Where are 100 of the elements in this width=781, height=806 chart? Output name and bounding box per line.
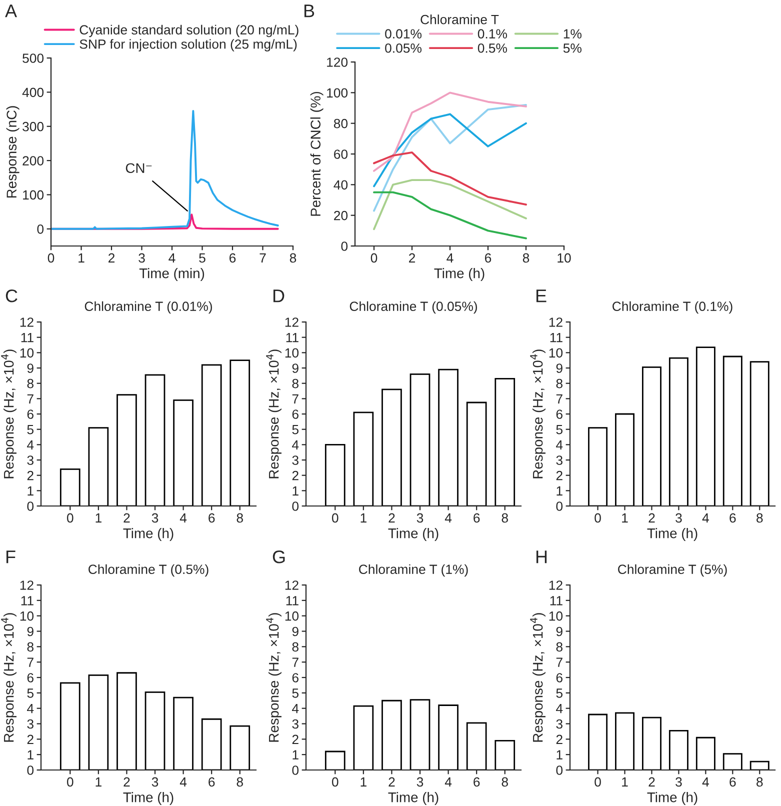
bar <box>353 705 374 770</box>
x-tick-label: 2 <box>648 777 655 787</box>
y-tick-label: 9 <box>292 364 298 373</box>
bar <box>60 682 80 770</box>
y-tick-label: 500 <box>22 54 44 63</box>
x-tick-label: 6 <box>730 513 736 523</box>
y-tick-label: 7 <box>556 394 562 404</box>
line-series <box>373 113 527 188</box>
y-tick-label: 3 <box>27 456 34 465</box>
y-tick-label: 200 <box>22 156 44 166</box>
y-tick-label: 3 <box>27 719 34 729</box>
y-axis-title: Response (Hz, ×10$^{4}$) <box>266 613 282 742</box>
x-tick-label: 1 <box>78 253 84 263</box>
legend-label: 0.05% <box>385 43 422 53</box>
bar <box>588 427 608 506</box>
y-tick-label: 10 <box>285 611 299 621</box>
y-tick-label: 60 <box>334 150 348 159</box>
bar <box>88 427 109 506</box>
bar <box>438 704 458 770</box>
line-series <box>373 191 527 240</box>
x-tick-label: 4 <box>180 777 187 787</box>
y-tick-label: 0 <box>556 502 563 511</box>
y-tick-label: 2 <box>556 470 562 480</box>
bar <box>382 700 402 770</box>
y-tick-label: 1 <box>292 750 298 760</box>
bar <box>696 736 716 770</box>
y-tick-label: 3 <box>292 456 298 465</box>
x-tick-label: 2 <box>108 253 115 263</box>
bar <box>60 468 80 506</box>
y-tick-label: 3 <box>556 719 562 729</box>
bar <box>696 346 716 506</box>
bar <box>494 740 516 770</box>
y-tick-label: 9 <box>556 364 562 373</box>
x-axis-title: Time (h) <box>388 792 438 805</box>
y-tick-label: 100 <box>327 88 348 98</box>
bar <box>382 388 402 506</box>
y-tick-label: 40 <box>334 180 348 190</box>
bar <box>494 378 516 506</box>
y-tick-label: 9 <box>556 626 562 636</box>
x-tick-label: 3 <box>676 777 682 787</box>
y-tick-label: 300 <box>22 122 44 132</box>
text: E <box>536 290 546 302</box>
bar <box>88 674 109 770</box>
y-tick-label: 12 <box>285 318 298 327</box>
y-tick-label: 0 <box>37 224 44 234</box>
bar <box>750 361 770 506</box>
y-tick-label: 1 <box>292 486 298 496</box>
x-tick-label: 2 <box>124 777 130 787</box>
y-tick-label: 7 <box>556 658 562 667</box>
y-tick-label: 8 <box>292 378 298 388</box>
y-tick-label: 120 <box>327 58 348 67</box>
bar <box>173 696 194 770</box>
y-tick-label: 5 <box>556 688 563 698</box>
x-tick-label: 2 <box>124 513 130 523</box>
x-tick-label: 2 <box>408 253 416 263</box>
y-tick-label: 10 <box>549 611 563 621</box>
x-tick-label: 0 <box>370 253 378 263</box>
x-axis-title: Time (min) <box>139 268 204 281</box>
chart-title: Chloramine T (1%) <box>359 564 468 577</box>
bar <box>324 444 346 506</box>
y-axis-title: Percent of CNCl (%) <box>310 92 324 216</box>
bar <box>410 373 430 506</box>
y-tick-label: 4 <box>27 704 34 714</box>
x-tick-label: 1 <box>360 513 366 523</box>
x-axis-title: Time (h) <box>388 528 438 541</box>
bar <box>438 368 458 506</box>
x-axis-title: Time (h) <box>123 528 174 541</box>
y-axis-title: Response (nC) <box>6 106 20 198</box>
y-tick-label: 0 <box>292 766 299 775</box>
y-tick-label: 4 <box>292 704 299 714</box>
y-tick-label: 5 <box>27 688 34 698</box>
text: A <box>5 4 18 18</box>
x-tick-label: 4 <box>444 777 452 787</box>
y-tick-label: 400 <box>22 88 44 98</box>
x-tick-label: 4 <box>702 513 709 523</box>
y-tick-label: 12 <box>549 580 562 590</box>
annotation: CN⁻ <box>126 163 152 174</box>
y-tick-label: 0 <box>27 502 34 511</box>
bar <box>116 394 137 506</box>
x-tick-label: 6 <box>208 777 215 787</box>
bar <box>201 364 222 506</box>
x-tick-label: 6 <box>730 777 736 787</box>
bar <box>353 412 374 506</box>
y-tick-label: 5 <box>292 425 299 434</box>
y-tick-label: 8 <box>27 642 34 652</box>
y-tick-label: 12 <box>285 580 298 590</box>
y-tick-label: 2 <box>27 470 34 480</box>
y-tick-label: 4 <box>556 440 563 450</box>
x-tick-label: 8 <box>236 777 243 787</box>
x-tick-label: 6 <box>474 513 480 523</box>
line-series <box>373 151 527 206</box>
y-tick-label: 11 <box>21 333 34 342</box>
y-tick-label: 6 <box>556 673 562 682</box>
y-tick-label: 5 <box>292 688 299 698</box>
y-tick-label: 8 <box>556 378 562 388</box>
bar <box>668 357 688 506</box>
x-tick-label: 0 <box>66 513 74 523</box>
line-series <box>373 104 527 212</box>
y-tick-label: 7 <box>27 394 34 404</box>
x-tick-label: 0 <box>594 777 601 787</box>
